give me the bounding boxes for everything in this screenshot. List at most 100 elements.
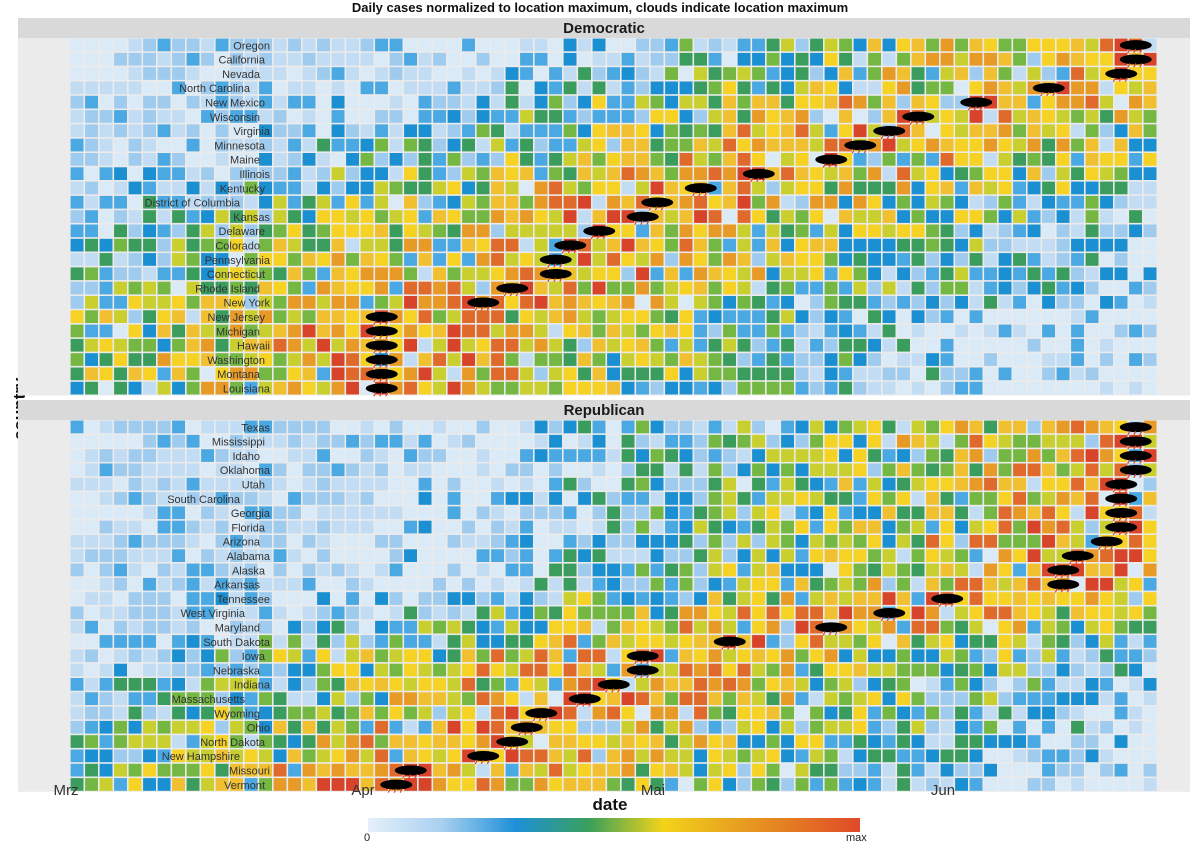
heatmap-cell xyxy=(534,535,548,548)
heatmap-cell xyxy=(868,535,881,548)
rain-drop xyxy=(1133,473,1137,479)
heatmap-cell xyxy=(534,577,548,591)
heatmap-cell xyxy=(215,606,229,620)
heatmap-cell xyxy=(897,138,910,152)
heatmap-cell xyxy=(911,281,925,295)
heatmap-cell xyxy=(85,520,98,534)
heatmap-cell xyxy=(360,749,374,763)
rain-drop xyxy=(387,788,391,793)
heatmap-cell xyxy=(752,449,765,462)
heatmap-cell xyxy=(534,38,548,52)
heatmap-cell xyxy=(186,353,200,366)
heatmap-cell xyxy=(331,181,345,195)
rain-drop xyxy=(944,602,948,608)
heatmap-cell xyxy=(737,67,751,80)
heatmap-cell xyxy=(1013,195,1026,209)
heatmap-cell xyxy=(607,463,620,477)
heatmap-cell xyxy=(317,281,330,295)
heatmap-cell xyxy=(984,81,997,95)
heatmap-cell xyxy=(244,195,258,209)
heatmap-cell xyxy=(694,296,707,309)
heatmap-cell xyxy=(882,692,896,705)
heatmap-cell xyxy=(723,463,736,477)
heatmap-cell xyxy=(1100,563,1113,577)
heatmap-cell xyxy=(476,720,490,734)
heatmap-cell xyxy=(230,506,243,520)
heatmap-cell xyxy=(172,110,185,123)
heatmap-cell xyxy=(882,763,896,777)
heatmap-cell xyxy=(273,38,287,52)
heatmap-cell xyxy=(766,281,780,295)
heatmap-cell xyxy=(926,324,939,338)
heatmap-cell xyxy=(215,167,229,180)
heatmap-cell xyxy=(650,381,664,395)
heatmap-cell xyxy=(795,367,809,381)
heatmap-cell xyxy=(1071,663,1084,677)
heatmap-cell xyxy=(404,353,417,366)
heatmap-cell xyxy=(186,338,200,352)
heatmap-cell xyxy=(389,420,403,434)
heatmap-cell xyxy=(621,735,635,748)
heatmap-cell xyxy=(926,38,939,52)
heatmap-cell xyxy=(288,296,301,309)
heatmap-cell xyxy=(1129,153,1142,166)
heatmap-cell xyxy=(636,434,649,448)
heatmap-cell xyxy=(99,310,113,323)
heatmap-cell xyxy=(1129,267,1142,281)
heatmap-cell xyxy=(244,535,258,548)
heatmap-cell xyxy=(897,720,910,734)
heatmap-cell xyxy=(462,52,475,66)
cloud-icon xyxy=(815,622,848,633)
heatmap-cell xyxy=(1143,296,1157,309)
rain-drop xyxy=(1110,545,1114,550)
heatmap-cell xyxy=(868,678,881,691)
heatmap-cell xyxy=(1100,463,1113,477)
heatmap-cell xyxy=(752,535,765,548)
heatmap-cell xyxy=(911,506,925,520)
heatmap-cell xyxy=(926,706,939,720)
heatmap-cell xyxy=(969,195,983,209)
heatmap-cell xyxy=(404,663,417,677)
heatmap-cell xyxy=(549,477,562,491)
heatmap-cell xyxy=(592,577,606,591)
heatmap-cell xyxy=(563,506,577,520)
heatmap-cell xyxy=(679,477,693,491)
heatmap-cell xyxy=(723,210,736,223)
heatmap-cell xyxy=(679,692,693,705)
heatmap-cell xyxy=(766,381,780,395)
heatmap-cell xyxy=(868,649,881,663)
heatmap-cell xyxy=(607,420,620,434)
heatmap-cell xyxy=(1042,606,1055,620)
heatmap-cell xyxy=(215,463,229,477)
row-label: Louisiana xyxy=(223,384,271,396)
heatmap-cell xyxy=(549,735,562,748)
heatmap-cell xyxy=(491,463,504,477)
facet-strip-label: Republican xyxy=(564,402,645,419)
heatmap-cell xyxy=(70,296,84,309)
heatmap-cell xyxy=(723,592,736,605)
heatmap-cell xyxy=(853,338,867,352)
heatmap-cell xyxy=(636,763,649,777)
heatmap-cell xyxy=(505,434,519,448)
heatmap-cell xyxy=(476,663,490,677)
heatmap-cell xyxy=(215,95,229,109)
heatmap-cell xyxy=(897,210,910,223)
heatmap-cell xyxy=(114,124,127,138)
heatmap-cell xyxy=(230,434,243,448)
heatmap-cell xyxy=(766,181,780,195)
heatmap-cell xyxy=(172,420,185,434)
heatmap-cell xyxy=(201,281,214,295)
heatmap-cell xyxy=(520,520,533,534)
heatmap-cell xyxy=(375,267,388,281)
heatmap-cell xyxy=(230,153,243,166)
rain-drop xyxy=(634,673,638,679)
heatmap-cell xyxy=(737,238,751,252)
heatmap-cell xyxy=(114,224,127,238)
heatmap-cell xyxy=(766,635,780,648)
heatmap-cell xyxy=(752,577,765,591)
heatmap-cell xyxy=(360,678,374,691)
heatmap-cell xyxy=(1129,167,1142,180)
heatmap-cell xyxy=(1056,95,1070,109)
heatmap-cell xyxy=(984,749,997,763)
heatmap-cell xyxy=(650,620,664,634)
